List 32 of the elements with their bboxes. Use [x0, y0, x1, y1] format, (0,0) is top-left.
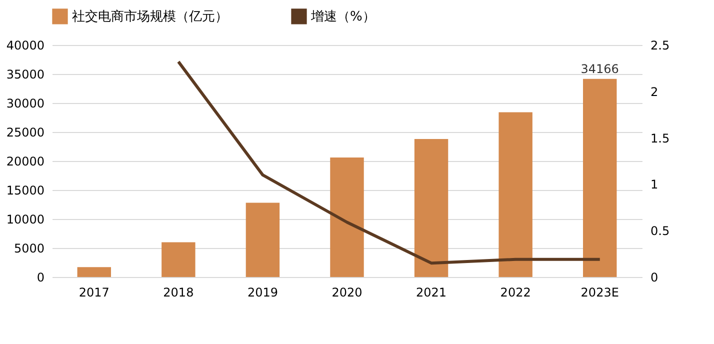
- y2-tick-label: 0.5: [650, 224, 670, 238]
- x-tick-label: 2021: [416, 286, 447, 300]
- bar: [414, 138, 448, 277]
- y-tick-label: 10000: [6, 212, 44, 226]
- bar: [246, 202, 280, 277]
- y2-tick-label: 2: [650, 84, 658, 99]
- y-tick-label: 5000: [14, 242, 44, 256]
- y-tick-label: 35000: [6, 68, 44, 82]
- x-tick-label: 2022: [500, 286, 531, 300]
- y2-tick-label: 2.5: [650, 38, 670, 52]
- bar: [162, 242, 196, 277]
- y-tick-label: 30000: [6, 96, 44, 110]
- y2-tick-label: 1: [650, 178, 658, 192]
- data-label: 34166: [580, 62, 619, 76]
- y-tick-label: 20000: [6, 154, 44, 168]
- x-tick-label: 2020: [332, 286, 362, 300]
- x-tick-label: 2019: [247, 286, 278, 300]
- y-tick-label: 15000: [6, 184, 44, 198]
- x-tick-label: 2023E: [580, 286, 619, 300]
- x-tick-label: 2018: [163, 286, 194, 300]
- y-tick-label: 0: [36, 270, 44, 284]
- y-tick-label: 25000: [6, 126, 44, 140]
- bar: [583, 78, 617, 277]
- legend-label: 增速（%）: [310, 9, 376, 24]
- x-tick-label: 2017: [78, 286, 110, 300]
- y2-tick-label: 1.5: [650, 131, 670, 146]
- bar: [498, 112, 532, 277]
- y-tick-label: 40000: [6, 38, 44, 52]
- bar: [77, 267, 111, 277]
- bar: [330, 158, 364, 277]
- legend-label: 社交电商市场规模（亿元）: [72, 8, 228, 24]
- y2-tick-label: 0: [650, 270, 658, 284]
